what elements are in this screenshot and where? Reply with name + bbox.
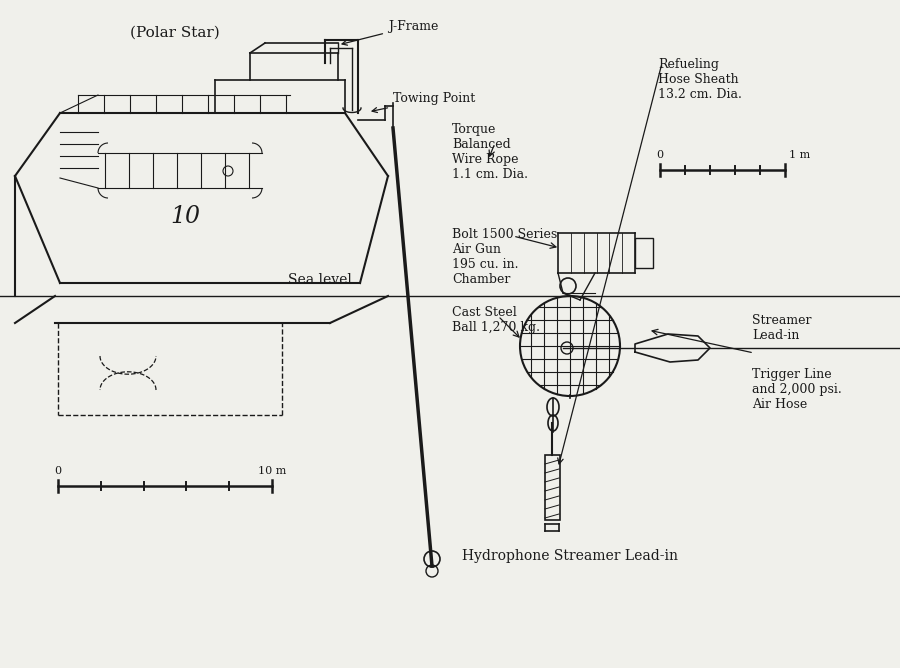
Text: Cast Steel
Ball 1,270 kg.: Cast Steel Ball 1,270 kg. — [452, 306, 540, 334]
Text: 0: 0 — [54, 466, 61, 476]
Bar — [545, 455, 560, 520]
Text: 0: 0 — [656, 150, 663, 160]
Text: Torque
Balanced
Wire Rope
1.1 cm. Dia.: Torque Balanced Wire Rope 1.1 cm. Dia. — [452, 123, 528, 181]
Text: Streamer
Lead-in: Streamer Lead-in — [752, 314, 812, 342]
Text: Sea level: Sea level — [288, 273, 352, 287]
Text: Bolt 1500 Series
Air Gun
195 cu. in.
Chamber: Bolt 1500 Series Air Gun 195 cu. in. Cha… — [452, 228, 557, 286]
Text: J-Frame: J-Frame — [342, 19, 438, 45]
Bar — [635, 238, 653, 268]
Text: Refueling
Hose Sheath
13.2 cm. Dia.: Refueling Hose Sheath 13.2 cm. Dia. — [658, 58, 742, 101]
Text: 10: 10 — [170, 204, 200, 228]
Text: 1 m: 1 m — [789, 150, 810, 160]
Text: Towing Point: Towing Point — [372, 92, 475, 112]
Text: (Polar Star): (Polar Star) — [130, 26, 220, 40]
Text: Trigger Line
and 2,000 psi.
Air Hose: Trigger Line and 2,000 psi. Air Hose — [752, 368, 842, 411]
Text: 10 m: 10 m — [257, 466, 286, 476]
Text: Hydrophone Streamer Lead-in: Hydrophone Streamer Lead-in — [462, 549, 678, 563]
